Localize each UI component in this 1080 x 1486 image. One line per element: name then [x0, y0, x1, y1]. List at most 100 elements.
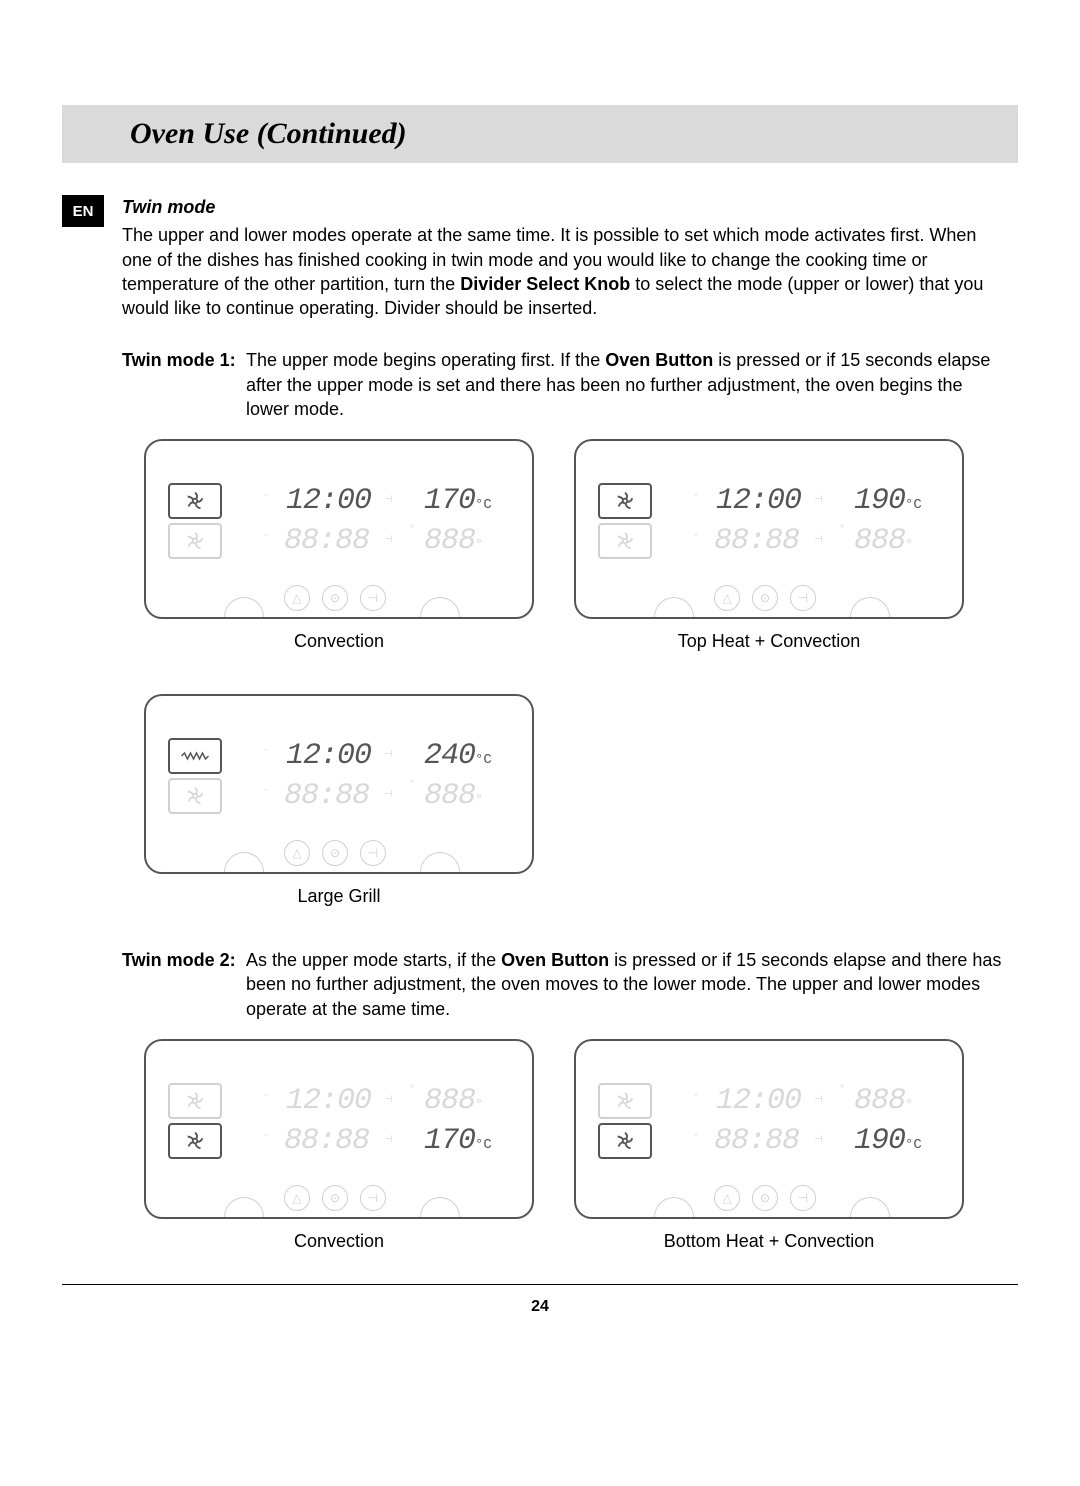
control-curve-left — [654, 597, 694, 617]
oven-display: 12:0088:88170°C888°◦◦⊣⊣°△⊙⊣ — [144, 439, 534, 619]
intro-text-bold: Divider Select Knob — [460, 274, 630, 294]
display-caption: Bottom Heat + Convection — [574, 1229, 964, 1253]
control-button: ⊣ — [790, 585, 816, 611]
control-button: △ — [714, 1185, 740, 1211]
control-curve-left — [224, 852, 264, 872]
display-cell: 12:0088:88170°C888°◦◦⊣⊣°△⊙⊣Convection — [144, 1039, 534, 1253]
indicator-icon: ◦ — [264, 784, 274, 794]
display-time-dim: 88:88 — [284, 1121, 369, 1162]
twin-mode-1-label: Twin mode 1: — [122, 348, 240, 421]
indicator-icon: ⊣ — [814, 533, 824, 543]
control-curve-right — [420, 1197, 460, 1217]
control-button: ⊙ — [322, 1185, 348, 1211]
indicator-icon: ◦ — [264, 529, 274, 539]
indicator-icon: ° — [410, 1083, 420, 1093]
display-temp-dim: 888° — [424, 521, 483, 562]
indicator-icon: ⊣ — [814, 1093, 824, 1103]
control-button: ⊣ — [360, 840, 386, 866]
indicator-icon: ⊣ — [814, 1133, 824, 1143]
twin-mode-1-row: Twin mode 1: The upper mode begins opera… — [122, 348, 1008, 421]
display-temp: 240°C — [424, 736, 492, 777]
display-temp: 190°C — [854, 1121, 922, 1162]
section-header: Twin mode — [122, 195, 1008, 219]
display-time: 12:00 — [716, 1081, 801, 1122]
lower-mode-icon — [168, 778, 222, 814]
indicator-icon: ◦ — [694, 1089, 704, 1099]
indicator-icon: ⊣ — [384, 1133, 394, 1143]
oven-display: 12:0088:88170°C888°◦◦⊣⊣°△⊙⊣ — [144, 1039, 534, 1219]
display-time: 12:00 — [286, 736, 371, 777]
control-curve-right — [420, 852, 460, 872]
display-temp: 190°C — [854, 481, 922, 522]
twin-mode-2-label: Twin mode 2: — [122, 948, 240, 1021]
display-time: 12:00 — [286, 1081, 371, 1122]
control-curve-left — [224, 1197, 264, 1217]
indicator-icon: ⊣ — [814, 493, 824, 503]
control-curve-left — [224, 597, 264, 617]
display-temp-dim: 888° — [854, 1081, 913, 1122]
display-temp-dim: 888° — [424, 776, 483, 817]
indicator-icon: ◦ — [694, 1129, 704, 1139]
twin-mode-2-desc: As the upper mode starts, if the Oven Bu… — [246, 948, 1008, 1021]
indicator-icon: ⊣ — [384, 748, 394, 758]
language-badge: EN — [62, 195, 104, 227]
display-caption: Convection — [144, 1229, 534, 1253]
control-button: ⊣ — [360, 1185, 386, 1211]
upper-mode-icon — [168, 738, 222, 774]
indicator-icon: ◦ — [264, 744, 274, 754]
twin2-display-grid: 12:0088:88170°C888°◦◦⊣⊣°△⊙⊣Convection12:… — [144, 1039, 1008, 1253]
display-time: 12:00 — [716, 481, 801, 522]
display-caption: Convection — [144, 629, 534, 653]
control-button: △ — [284, 1185, 310, 1211]
display-temp: 170°C — [424, 481, 492, 522]
oven-display: 12:0088:88240°C888°◦◦⊣⊣°△⊙⊣ — [144, 694, 534, 874]
control-curve-right — [850, 1197, 890, 1217]
twin-mode-2-row: Twin mode 2: As the upper mode starts, i… — [122, 948, 1008, 1021]
display-time-dim: 88:88 — [714, 1121, 799, 1162]
indicator-icon: ⊣ — [384, 1093, 394, 1103]
twin-mode-1-desc: The upper mode begins operating first. I… — [246, 348, 1008, 421]
display-cell: 12:0088:88240°C888°◦◦⊣⊣°△⊙⊣Large Grill — [144, 694, 534, 908]
display-temp-dim: 888° — [424, 1081, 483, 1122]
upper-mode-icon — [168, 1083, 222, 1119]
twin1-desc-pre: The upper mode begins operating first. I… — [246, 350, 605, 370]
display-cell: 12:0088:88190°C888°◦◦⊣⊣°△⊙⊣Bottom Heat +… — [574, 1039, 964, 1253]
upper-mode-icon — [598, 483, 652, 519]
indicator-icon: ⊣ — [384, 493, 394, 503]
control-button: ⊙ — [322, 585, 348, 611]
display-time-dim: 88:88 — [284, 776, 369, 817]
display-cell: 12:0088:88190°C888°◦◦⊣⊣°△⊙⊣Top Heat + Co… — [574, 439, 964, 653]
twin2-desc-bold: Oven Button — [501, 950, 609, 970]
twin2-desc-pre: As the upper mode starts, if the — [246, 950, 501, 970]
page-number: 24 — [0, 1298, 1080, 1316]
page-divider — [62, 1284, 1018, 1285]
indicator-icon: ⊣ — [384, 533, 394, 543]
indicator-icon: ◦ — [264, 489, 274, 499]
intro-paragraph: The upper and lower modes operate at the… — [122, 223, 1008, 320]
title-banner: Oven Use (Continued) — [62, 105, 1018, 163]
oven-display: 12:0088:88190°C888°◦◦⊣⊣°△⊙⊣ — [574, 1039, 964, 1219]
control-button: △ — [714, 585, 740, 611]
twin1-display-grid: 12:0088:88170°C888°◦◦⊣⊣°△⊙⊣Convection12:… — [144, 439, 1008, 908]
control-button: ⊣ — [360, 585, 386, 611]
indicator-icon: ⊣ — [384, 788, 394, 798]
lower-mode-icon — [168, 1123, 222, 1159]
indicator-icon: ◦ — [264, 1089, 274, 1099]
indicator-icon: ◦ — [694, 529, 704, 539]
control-button: ⊣ — [790, 1185, 816, 1211]
upper-mode-icon — [598, 1083, 652, 1119]
display-caption: Large Grill — [144, 884, 534, 908]
control-button: △ — [284, 585, 310, 611]
lower-mode-icon — [598, 523, 652, 559]
twin1-desc-bold: Oven Button — [605, 350, 713, 370]
control-button: ⊙ — [322, 840, 348, 866]
page-title: Oven Use (Continued) — [130, 117, 407, 151]
display-time-dim: 88:88 — [284, 521, 369, 562]
display-caption: Top Heat + Convection — [574, 629, 964, 653]
indicator-icon: ◦ — [264, 1129, 274, 1139]
indicator-icon: ° — [840, 1083, 850, 1093]
control-curve-left — [654, 1197, 694, 1217]
control-button: ⊙ — [752, 585, 778, 611]
display-cell: 12:0088:88170°C888°◦◦⊣⊣°△⊙⊣Convection — [144, 439, 534, 653]
upper-mode-icon — [168, 483, 222, 519]
